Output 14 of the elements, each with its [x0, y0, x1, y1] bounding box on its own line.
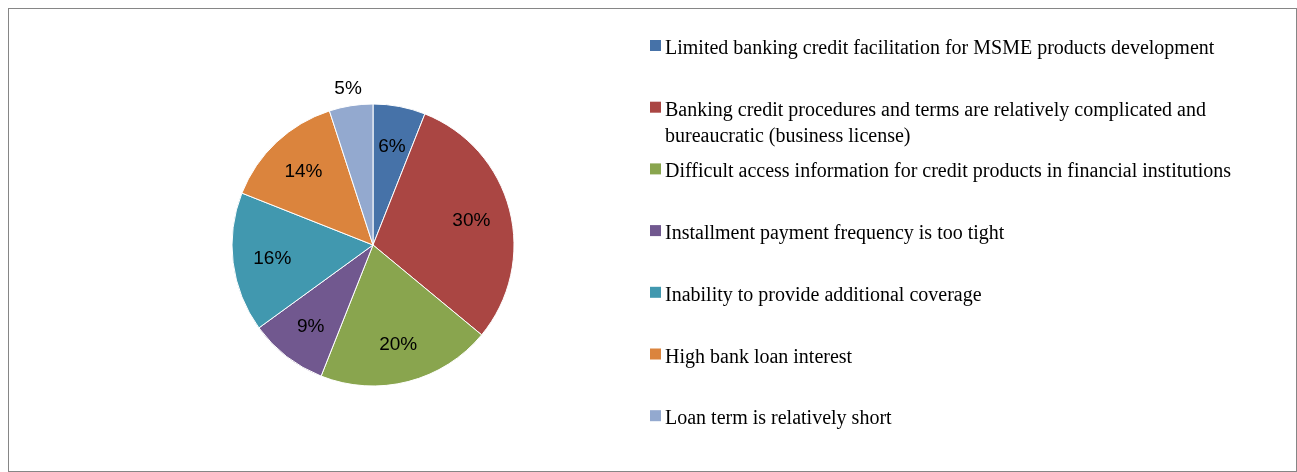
legend-label: Installment payment frequency is too tight	[665, 221, 1005, 245]
data-label: 16%	[253, 247, 292, 269]
legend-label: Difficult access information for credit products in financial institutions	[665, 159, 1232, 183]
data-label: 20%	[379, 332, 418, 354]
data-label: 5%	[334, 77, 362, 99]
legend-label: High bank loan interest	[665, 344, 853, 368]
data-label: 6%	[378, 134, 406, 156]
legend-label: Loan term is relatively short	[665, 406, 893, 430]
legend-label: Banking credit procedures and terms are relatively complicated and bureaucratic (business license)	[665, 97, 1206, 147]
data-label: 30%	[452, 209, 491, 231]
legend-label: Limited banking credit facilitation for MSME products development	[665, 36, 1215, 59]
legend-label: Inability to provide additional coverage	[665, 282, 982, 306]
data-label: 14%	[284, 160, 323, 182]
data-label: 9%	[297, 314, 325, 336]
